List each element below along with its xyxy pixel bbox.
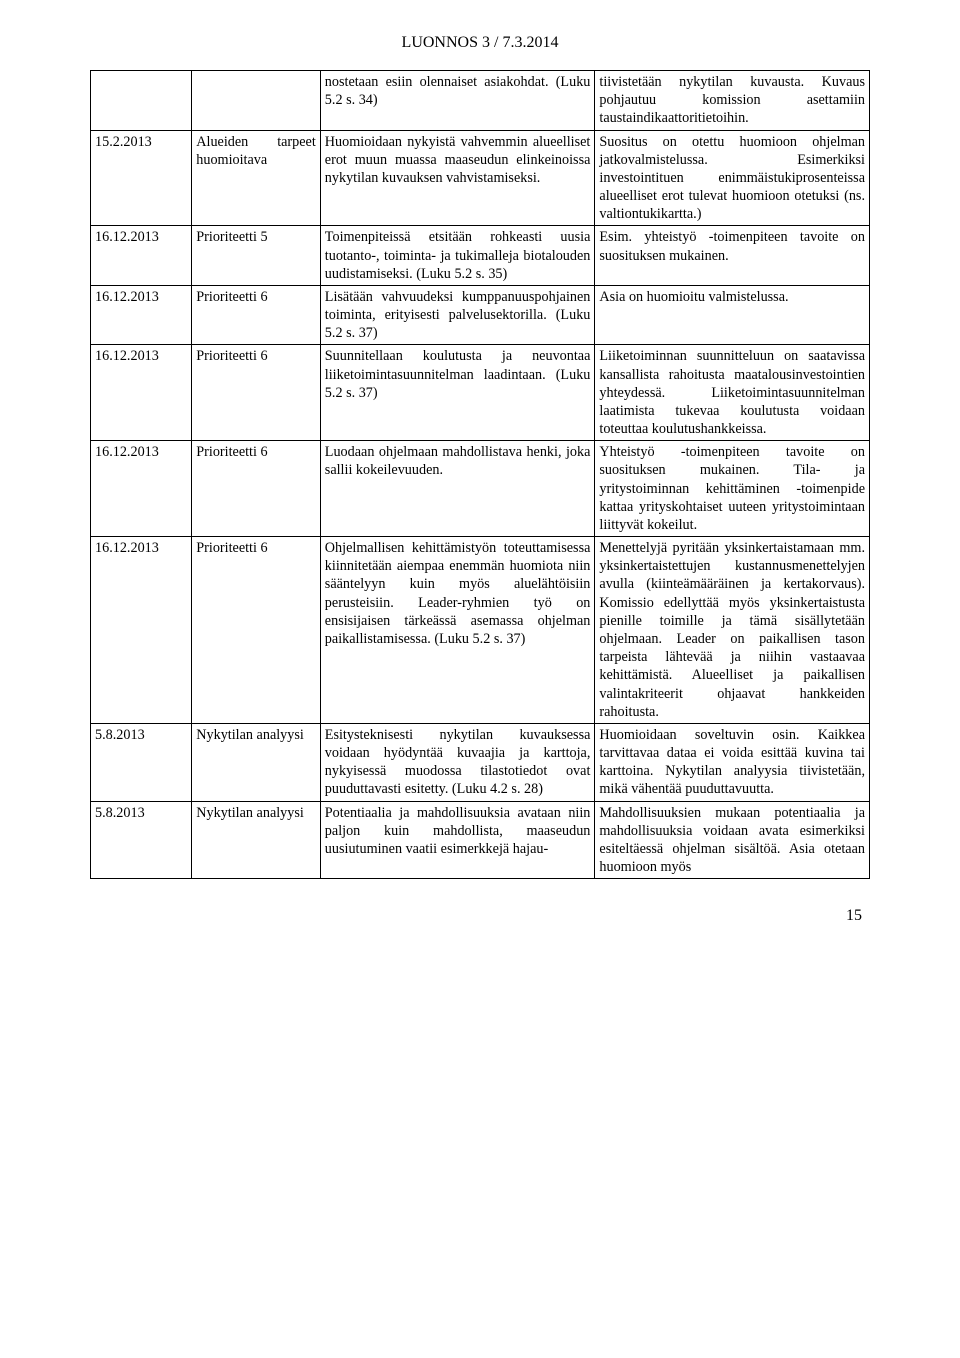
table-cell: Potentiaalia ja mahdollisuuksia avataan …	[320, 801, 595, 879]
table-cell: Prioriteetti 5	[192, 226, 321, 286]
table-cell: 16.12.2013	[91, 537, 192, 724]
table-cell: Suunnitellaan koulutusta ja neuvontaa li…	[320, 345, 595, 441]
table-cell: Prioriteetti 6	[192, 537, 321, 724]
table-cell: 16.12.2013	[91, 285, 192, 345]
page-number: 15	[90, 907, 870, 925]
table-cell	[91, 71, 192, 131]
table-row: 5.8.2013Nykytilan analyysiPotentiaalia j…	[91, 801, 870, 879]
table-row: 16.12.2013Prioriteetti 6Lisätään vahvuud…	[91, 285, 870, 345]
table-cell: Asia on huomioitu valmistelussa.	[595, 285, 870, 345]
page-header: LUONNOS 3 / 7.3.2014	[90, 34, 870, 52]
table-row: 15.2.2013Alueiden tarpeet huomioitavaHuo…	[91, 130, 870, 226]
table-cell: Alueiden tarpeet huomioitava	[192, 130, 321, 226]
table-cell: Ohjelmallisen kehittämistyön toteuttamis…	[320, 537, 595, 724]
table-cell: tiivistetään nykytilan kuvausta. Kuvaus …	[595, 71, 870, 131]
table-row: nostetaan esiin olennaiset asiakohdat. (…	[91, 71, 870, 131]
table-cell: Esim. yhteistyö -toimenpiteen tavoite on…	[595, 226, 870, 286]
table-cell: Nykytilan analyysi	[192, 723, 321, 801]
table-row: 16.12.2013Prioriteetti 5Toimenpiteissä e…	[91, 226, 870, 286]
table-cell: nostetaan esiin olennaiset asiakohdat. (…	[320, 71, 595, 131]
table-cell: Prioriteetti 6	[192, 441, 321, 537]
table-cell: Esitysteknisesti nykytilan kuvauksessa v…	[320, 723, 595, 801]
table-cell: Mahdollisuuksien mukaan potentiaalia ja …	[595, 801, 870, 879]
document-table: nostetaan esiin olennaiset asiakohdat. (…	[90, 70, 870, 879]
table-cell: Liiketoiminnan suunnitteluun on saatavis…	[595, 345, 870, 441]
table-cell: Yhteistyö -toimenpiteen tavoite on suosi…	[595, 441, 870, 537]
table-cell: Nykytilan analyysi	[192, 801, 321, 879]
table-cell: 16.12.2013	[91, 441, 192, 537]
table-cell: Huomioidaan soveltuvin osin. Kaikkea tar…	[595, 723, 870, 801]
table-row: 16.12.2013Prioriteetti 6Ohjelmallisen ke…	[91, 537, 870, 724]
table-cell: Lisätään vahvuudeksi kumppanuuspohjainen…	[320, 285, 595, 345]
table-cell: 16.12.2013	[91, 345, 192, 441]
table-cell	[192, 71, 321, 131]
table-row: 16.12.2013Prioriteetti 6Luodaan ohjelmaa…	[91, 441, 870, 537]
table-cell: Suositus on otettu huomioon ohjelman jat…	[595, 130, 870, 226]
table-cell: 5.8.2013	[91, 801, 192, 879]
table-cell: Prioriteetti 6	[192, 345, 321, 441]
table-cell: 16.12.2013	[91, 226, 192, 286]
table-cell: Prioriteetti 6	[192, 285, 321, 345]
table-row: 5.8.2013Nykytilan analyysiEsitysteknises…	[91, 723, 870, 801]
table-cell: Toimenpiteissä etsitään rohkeasti uusia …	[320, 226, 595, 286]
table-cell: Luodaan ohjelmaan mahdollistava henki, j…	[320, 441, 595, 537]
table-cell: 5.8.2013	[91, 723, 192, 801]
table-cell: Menettelyjä pyritään yksinkertaistamaan …	[595, 537, 870, 724]
table-row: 16.12.2013Prioriteetti 6Suunnitellaan ko…	[91, 345, 870, 441]
table-cell: Huomioidaan nykyistä vahvemmin alueellis…	[320, 130, 595, 226]
table-cell: 15.2.2013	[91, 130, 192, 226]
